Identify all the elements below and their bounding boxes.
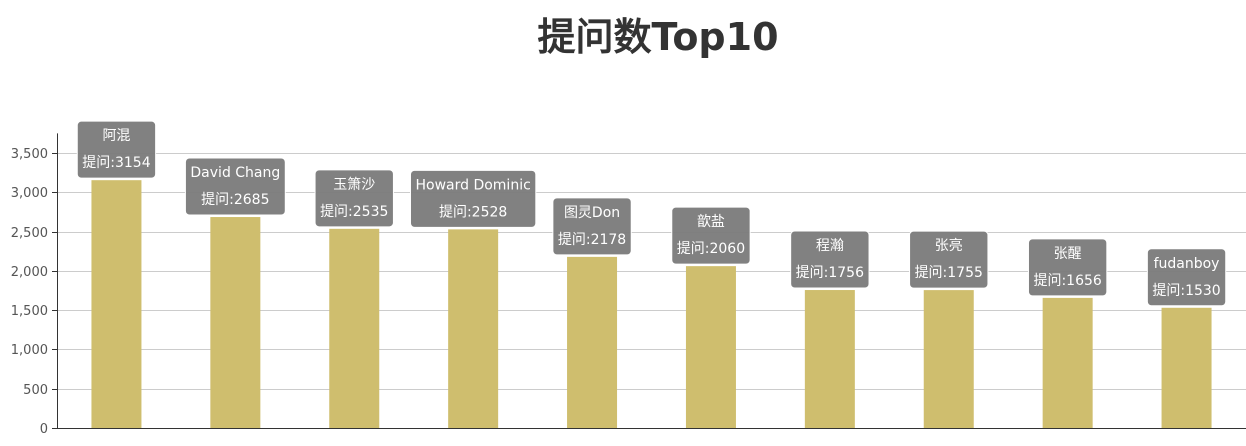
- y-tick-label: 2,500: [11, 226, 48, 241]
- bar[interactable]: [923, 290, 974, 428]
- bar[interactable]: [1161, 307, 1212, 428]
- bar-tooltip: [671, 206, 751, 265]
- bar-category-label: 张醒: [1054, 246, 1082, 262]
- bar-tooltip: [1027, 238, 1108, 297]
- bar-category-label: 张亮: [935, 237, 963, 254]
- bar[interactable]: [329, 228, 380, 428]
- bar[interactable]: [567, 256, 618, 428]
- bar-category-label: 图灵Don: [564, 205, 620, 221]
- bar-value-label: 提问:1756: [796, 265, 864, 281]
- bar-value-label: 提问:1530: [1152, 283, 1220, 299]
- bar-tooltip: [409, 169, 537, 228]
- bar-category-label: 程瀚: [816, 238, 844, 254]
- bar-category-label: Howard Dominic: [415, 177, 530, 193]
- bar-tooltip: [552, 197, 632, 256]
- bar[interactable]: [91, 180, 142, 428]
- bar-tooltip: [76, 120, 157, 179]
- y-tick-label: 3,500: [11, 147, 48, 162]
- y-tick-label: 0: [40, 422, 48, 437]
- bar-value-label: 提问:2535: [320, 204, 388, 220]
- bar-tooltip: [909, 230, 989, 289]
- bar-value-label: 提问:1656: [1033, 273, 1101, 289]
- bar-value-label: 提问:3154: [82, 155, 150, 171]
- bar-category-label: fudanboy: [1154, 256, 1220, 272]
- y-tick-label: 1,500: [11, 304, 48, 319]
- bar-tooltip: [314, 169, 394, 228]
- y-tick-label: 500: [23, 383, 48, 398]
- bar-value-label: 提问:2178: [558, 232, 626, 248]
- bar[interactable]: [210, 217, 261, 428]
- bar-tooltip: [1146, 248, 1227, 307]
- bar[interactable]: [685, 266, 736, 428]
- bar-category-label: 阿混: [102, 128, 130, 144]
- bar[interactable]: [448, 229, 499, 428]
- bar-category-label: 歆盐: [697, 214, 725, 230]
- y-tick-label: 2,000: [11, 265, 48, 280]
- y-tick-label: 3,000: [11, 186, 48, 201]
- chart-title: 提问数Top10: [537, 15, 779, 59]
- bar[interactable]: [1042, 297, 1093, 428]
- bar[interactable]: [804, 290, 855, 428]
- bar-tooltip: [790, 230, 870, 289]
- bar-category-label: David Chang: [190, 165, 280, 181]
- bar-value-label: 提问:2685: [201, 192, 269, 208]
- bar-category-label: 玉箫沙: [333, 176, 375, 193]
- bar-value-label: 提问:1755: [915, 265, 983, 281]
- y-tick-label: 1,000: [11, 343, 48, 358]
- bar-value-label: 提问:2060: [677, 241, 745, 257]
- bar-value-label: 提问:2528: [439, 204, 507, 220]
- bar-tooltip: [184, 157, 286, 216]
